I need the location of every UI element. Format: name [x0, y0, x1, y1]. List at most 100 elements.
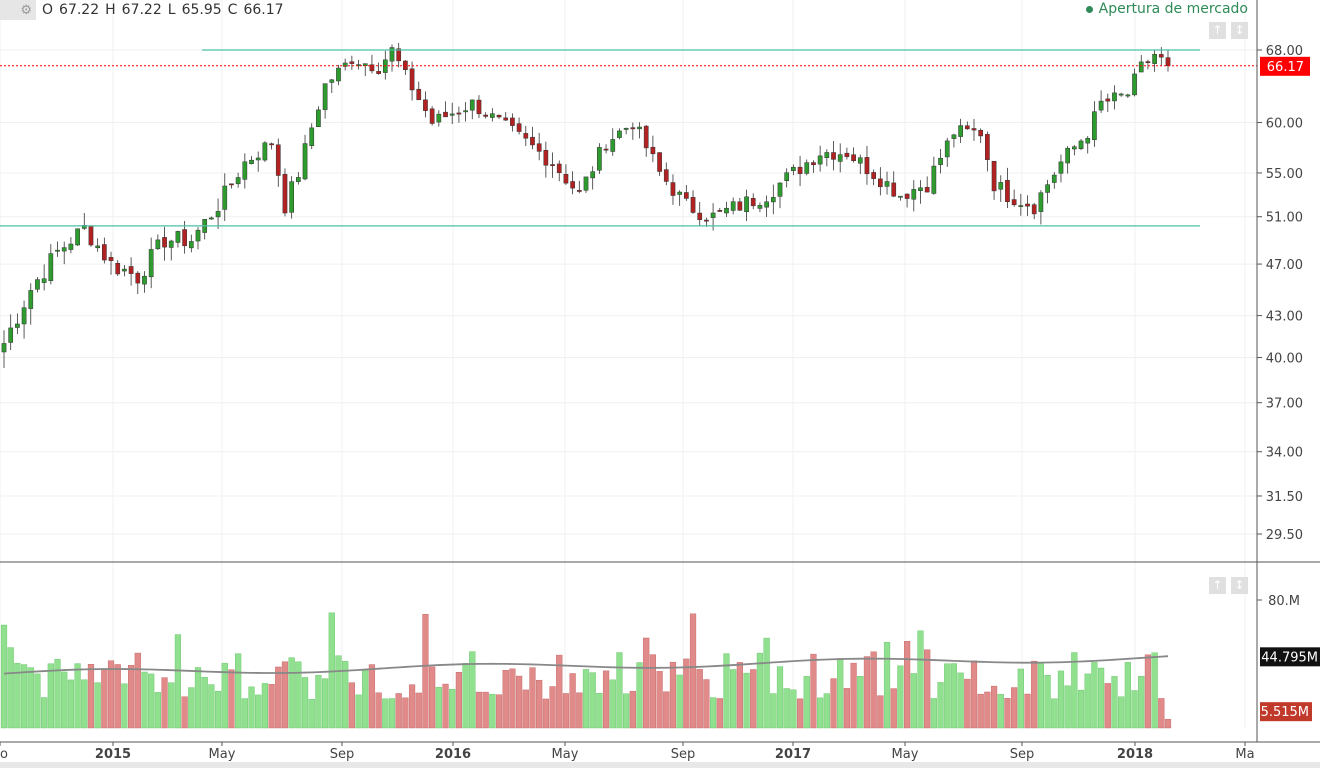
- candle-down: [603, 148, 609, 151]
- candle-down: [550, 164, 555, 166]
- price-pane-expand-icon[interactable]: ↕: [1231, 22, 1248, 39]
- volume-bar: [41, 697, 48, 729]
- candle-down: [429, 108, 435, 124]
- volume-bar: [475, 691, 483, 729]
- volume-bar: [917, 630, 924, 729]
- volume-bar: [582, 669, 590, 729]
- candle-up: [188, 241, 194, 249]
- volume-bar: [54, 659, 61, 729]
- volume-bar: [214, 690, 222, 729]
- candle-up: [215, 211, 221, 218]
- candle-up: [68, 243, 74, 250]
- candle-down: [737, 201, 743, 211]
- candle-up: [242, 161, 248, 180]
- volume-bar: [355, 694, 362, 729]
- candle-down: [1145, 61, 1151, 64]
- candle-up: [142, 275, 147, 285]
- volume-bar: [134, 652, 141, 729]
- volume-bar: [1011, 687, 1018, 729]
- volume-bar: [0, 624, 8, 729]
- market-open-dot-icon: [1085, 5, 1093, 13]
- candle-up: [1092, 111, 1097, 141]
- candle-down: [831, 152, 836, 160]
- candle-up: [730, 201, 736, 211]
- candle-up: [489, 113, 495, 118]
- candle-up: [784, 172, 790, 181]
- candle-up: [590, 171, 596, 179]
- candle-up: [1051, 174, 1057, 183]
- price-pane-up-arrow-icon[interactable]: ↑: [1209, 22, 1226, 39]
- volume-bar: [288, 657, 295, 729]
- volume-bar: [429, 666, 436, 729]
- time-tick-label: 2015: [95, 747, 131, 762]
- candle-up: [249, 159, 254, 164]
- low-value: 65.95: [181, 2, 222, 18]
- volume-bar: [482, 691, 489, 729]
- volume-bar: [194, 667, 202, 729]
- candle-down: [1158, 54, 1164, 58]
- candle-up: [35, 279, 40, 290]
- volume-bar: [295, 661, 302, 729]
- candle-up: [623, 128, 629, 130]
- candle-down: [275, 144, 281, 176]
- candle-down: [877, 178, 883, 188]
- time-tick-label: o: [0, 747, 8, 762]
- settings-gear-icon[interactable]: ⚙: [0, 0, 36, 20]
- volume-bar: [388, 698, 396, 729]
- candle-up: [770, 197, 776, 203]
- volume-bar: [602, 670, 610, 729]
- volume-bar: [1037, 662, 1044, 729]
- volume-bar: [1004, 698, 1011, 729]
- volume-bar: [629, 690, 636, 729]
- volume-bar: [1104, 683, 1111, 729]
- candle-up: [958, 125, 963, 137]
- volume-bar: [596, 693, 603, 729]
- candle-up: [1112, 92, 1117, 102]
- volume-bar: [843, 688, 850, 729]
- candle-down: [556, 163, 562, 173]
- volume-bar: [783, 688, 790, 729]
- candle-up: [463, 110, 468, 113]
- volume-bar: [1151, 652, 1158, 729]
- volume-bars: [0, 612, 1172, 729]
- volume-bar: [910, 673, 917, 729]
- volume-bar: [904, 641, 911, 729]
- volume-bar: [208, 684, 215, 729]
- volume-pane-expand-icon[interactable]: ↕: [1231, 577, 1248, 594]
- volume-bar: [121, 683, 128, 729]
- candle-up: [1098, 100, 1104, 111]
- candle-down: [704, 219, 709, 222]
- candle-down: [630, 127, 636, 130]
- candle-up: [289, 181, 295, 213]
- candle-up: [302, 143, 308, 180]
- volume-bar: [422, 613, 429, 729]
- candle-up: [824, 152, 830, 158]
- candle-down: [844, 152, 850, 157]
- volume-bar: [957, 672, 964, 729]
- candle-up: [168, 240, 174, 248]
- candle-down: [964, 125, 970, 130]
- volume-bar: [1091, 662, 1098, 729]
- volume-bar: [1057, 670, 1065, 729]
- volume-bar: [756, 652, 764, 729]
- volume-bar: [1131, 690, 1138, 729]
- candle-up: [55, 249, 60, 252]
- time-tick-label: May: [552, 747, 579, 762]
- candle-up: [1038, 192, 1044, 212]
- candle-down: [396, 48, 402, 62]
- volume-bar: [970, 660, 978, 729]
- volume-bar: [924, 649, 931, 729]
- candle-down: [851, 154, 856, 161]
- candle-up: [155, 239, 161, 250]
- volume-tick-label: 80.M: [1268, 594, 1300, 609]
- candle-down: [657, 152, 662, 172]
- candle-down: [643, 125, 649, 149]
- volume-bar: [997, 693, 1004, 729]
- volume-pane-up-arrow-icon[interactable]: ↑: [1209, 577, 1226, 594]
- candle-up: [336, 67, 341, 82]
- level-lines: [0, 49, 1257, 227]
- candle-down: [423, 99, 428, 111]
- volume-bar: [1144, 654, 1152, 729]
- volume-bar: [375, 692, 382, 729]
